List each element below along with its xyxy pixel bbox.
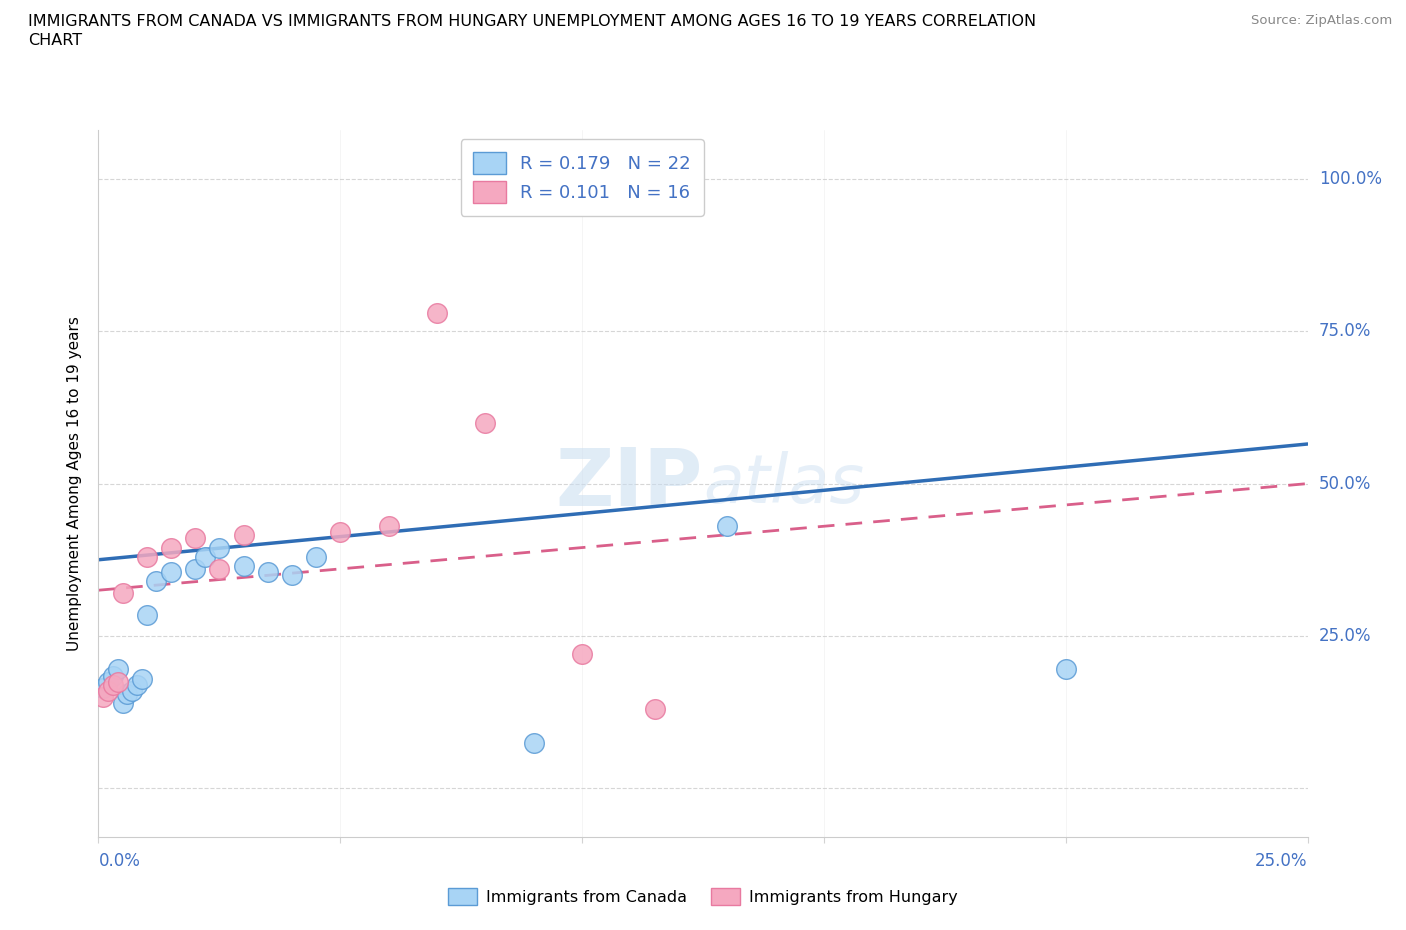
Point	[160, 565, 183, 579]
Text: Source: ZipAtlas.com: Source: ZipAtlas.com	[1251, 14, 1392, 27]
Point	[377, 519, 399, 534]
Point	[135, 550, 157, 565]
Text: atlas: atlas	[703, 451, 865, 516]
Text: 25.0%: 25.0%	[1256, 852, 1308, 870]
Point	[127, 677, 149, 692]
Point	[194, 550, 217, 565]
Point	[208, 562, 231, 577]
Point	[107, 674, 129, 689]
Point	[111, 696, 134, 711]
Point	[101, 677, 124, 692]
Point	[1054, 662, 1077, 677]
Point	[97, 684, 120, 698]
Text: 0.0%: 0.0%	[98, 852, 141, 870]
Point	[145, 574, 167, 589]
Point	[281, 567, 304, 582]
Point	[232, 558, 254, 573]
Legend: R = 0.179   N = 22, R = 0.101   N = 16: R = 0.179 N = 22, R = 0.101 N = 16	[461, 140, 703, 216]
Point	[426, 306, 449, 321]
Legend: Immigrants from Canada, Immigrants from Hungary: Immigrants from Canada, Immigrants from …	[440, 880, 966, 912]
Point	[131, 671, 153, 686]
Point	[716, 519, 738, 534]
Point	[91, 689, 114, 704]
Point	[523, 735, 546, 750]
Text: CHART: CHART	[28, 33, 82, 47]
Point	[121, 684, 143, 698]
Point	[101, 668, 124, 683]
Point	[256, 565, 278, 579]
Point	[208, 540, 231, 555]
Text: 75.0%: 75.0%	[1319, 323, 1371, 340]
Point	[91, 680, 114, 695]
Point	[160, 540, 183, 555]
Text: ZIP: ZIP	[555, 445, 703, 523]
Text: IMMIGRANTS FROM CANADA VS IMMIGRANTS FROM HUNGARY UNEMPLOYMENT AMONG AGES 16 TO : IMMIGRANTS FROM CANADA VS IMMIGRANTS FRO…	[28, 14, 1036, 29]
Text: 50.0%: 50.0%	[1319, 474, 1371, 493]
Point	[571, 646, 593, 661]
Text: 25.0%: 25.0%	[1319, 627, 1371, 644]
Point	[135, 607, 157, 622]
Point	[329, 525, 352, 539]
Point	[305, 550, 328, 565]
Point	[184, 562, 207, 577]
Point	[474, 415, 496, 430]
Point	[107, 662, 129, 677]
Point	[232, 528, 254, 543]
Point	[111, 586, 134, 601]
Point	[644, 701, 666, 716]
Point	[117, 686, 139, 701]
Y-axis label: Unemployment Among Ages 16 to 19 years: Unemployment Among Ages 16 to 19 years	[67, 316, 83, 651]
Text: 100.0%: 100.0%	[1319, 170, 1382, 188]
Point	[184, 531, 207, 546]
Point	[97, 674, 120, 689]
